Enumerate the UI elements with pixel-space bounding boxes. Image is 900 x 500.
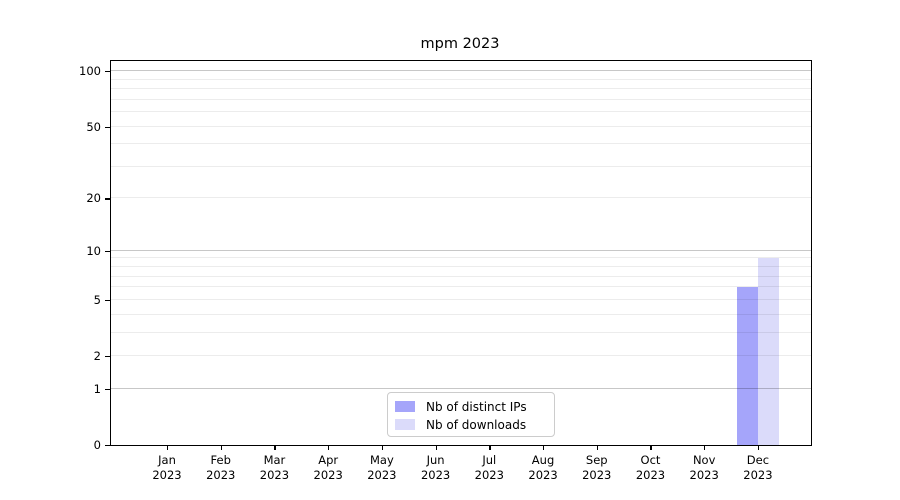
x-tick-mark <box>757 445 760 450</box>
y-tick-label: 5 <box>93 292 101 307</box>
x-tick-month: Nov <box>692 453 716 467</box>
x-tick-month: Dec <box>746 453 770 467</box>
x-tick-mark <box>435 445 437 450</box>
legend-swatch-distinct-ips-icon <box>395 401 415 412</box>
x-tick-label: Jul 2023 <box>475 453 504 483</box>
x-tick-mark <box>704 445 706 450</box>
legend: Nb of distinct IPs Nb of downloads <box>387 392 555 437</box>
x-tick-month: Jul <box>482 453 497 467</box>
x-tick-year: 2023 <box>743 468 773 482</box>
x-tick-label: May 2023 <box>367 453 396 483</box>
legend-item-distinct-ips: Nb of distinct IPs <box>395 398 546 415</box>
x-tick-month: Sep <box>585 453 608 467</box>
y-tick-mark <box>105 388 110 391</box>
y-tick-mark <box>105 71 110 73</box>
x-tick-year: 2023 <box>313 468 343 482</box>
chart-title: mpm 2023 <box>420 36 500 52</box>
x-tick-mark <box>543 445 545 450</box>
y-tick-mark <box>105 299 110 302</box>
x-tick-mark <box>274 445 276 450</box>
y-tick-mark <box>105 250 110 252</box>
x-tick-month: Jun <box>426 453 445 467</box>
x-tick-month: Jan <box>158 453 176 467</box>
y-tick-mark <box>105 198 110 200</box>
x-tick-month: Aug <box>531 453 555 467</box>
x-tick-label: Feb 2023 <box>206 453 235 483</box>
axis-ticks-layer: 0 1 2 5 10 20 50 100 Jan 2023 Feb 2023 Mar 2023 Apr 202… <box>79 61 811 482</box>
x-tick-mark <box>489 445 491 450</box>
x-tick-label: Jun 2023 <box>421 453 450 483</box>
legend-item-downloads: Nb of downloads <box>395 416 546 433</box>
x-tick-year: 2023 <box>474 468 504 482</box>
plot-area: 0 1 2 5 10 20 50 100 Jan 2023 Feb 2023 Mar 2023 Apr 202… <box>79 60 812 482</box>
x-tick-month: Apr <box>318 453 339 467</box>
x-tick-label: Jan 2023 <box>152 453 181 483</box>
x-tick-mark <box>328 445 330 450</box>
x-tick-month: Feb <box>210 453 231 467</box>
y-tick-label: 100 <box>79 64 101 79</box>
x-tick-mark <box>650 445 652 450</box>
x-tick-year: 2023 <box>206 468 236 482</box>
y-tick-label: 2 <box>93 349 101 363</box>
legend-swatch-downloads-icon <box>395 419 415 430</box>
legend-label-downloads: Nb of downloads <box>426 417 527 432</box>
y-tick-label: 10 <box>86 243 101 258</box>
x-tick-label: Nov 2023 <box>690 453 719 483</box>
x-tick-label: Apr 2023 <box>314 453 343 483</box>
bar-downloads <box>757 258 779 445</box>
x-tick-year: 2023 <box>689 468 719 482</box>
x-tick-label: Aug 2023 <box>528 453 557 483</box>
x-tick-month: Oct <box>640 453 661 467</box>
y-tick-mark <box>105 445 110 447</box>
bars-layer <box>111 61 811 445</box>
x-tick-month: May <box>369 453 394 467</box>
x-tick-year: 2023 <box>420 468 451 482</box>
x-tick-label: Dec 2023 <box>743 453 772 483</box>
x-tick-label: Mar 2023 <box>260 453 289 483</box>
x-tick-year: 2023 <box>635 468 666 482</box>
x-tick-label: Sep 2023 <box>582 453 611 483</box>
y-tick-mark <box>105 126 110 128</box>
x-tick-year: 2023 <box>582 468 612 482</box>
x-tick-year: 2023 <box>367 468 397 482</box>
x-tick-year: 2023 <box>528 468 558 482</box>
bar-distinct-ips <box>736 287 758 445</box>
x-tick-month: Mar <box>263 453 286 467</box>
x-tick-year: 2023 <box>259 468 290 482</box>
x-tick-year: 2023 <box>152 468 182 482</box>
y-tick-label: 50 <box>86 119 101 134</box>
x-tick-mark <box>167 445 169 450</box>
x-tick-mark <box>381 445 384 450</box>
x-tick-label: Oct 2023 <box>636 453 665 483</box>
y-tick-label: 0 <box>93 438 101 452</box>
legend-label-distinct-ips: Nb of distinct IPs <box>426 399 527 414</box>
x-tick-mark <box>596 445 598 450</box>
x-tick-mark <box>220 445 222 450</box>
y-tick-label: 1 <box>93 381 101 396</box>
y-tick-mark <box>105 356 110 358</box>
y-tick-label: 20 <box>86 191 101 206</box>
